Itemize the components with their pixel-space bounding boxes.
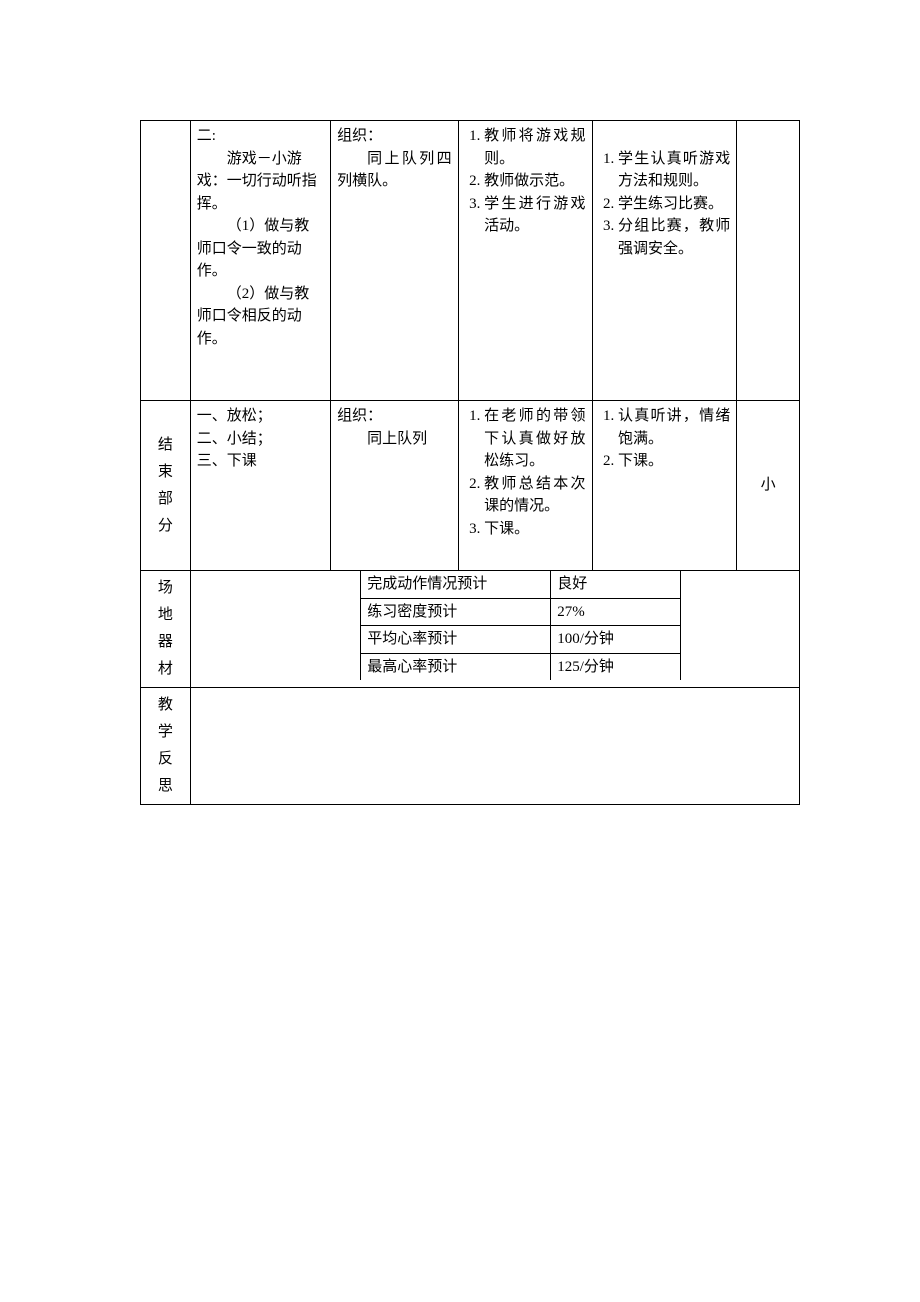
end-student-1: 认真听讲，情绪饱满。 [618, 405, 730, 450]
section-equipment-row: 场地器材 完成动作情况预计 良好 练习密度预计 27% [141, 571, 800, 688]
metric-label-1: 完成动作情况预计 [361, 571, 551, 598]
section-end-last: 小 [737, 401, 800, 571]
section-game-row: 二: 游戏－小游戏：一切行动听指挥。 （1）做与教师口令一致的动作。 （2）做与… [141, 121, 800, 401]
end-line2: 二、小结； [197, 428, 324, 451]
game-line3: （1）做与教师口令一致的动作。 [197, 215, 324, 283]
game-org-line1: 组织： [337, 125, 451, 148]
game-student-1: 学生认真听游戏方法和规则。 [618, 148, 730, 193]
end-student-2: 下课。 [618, 450, 730, 473]
section-equipment-label: 场地器材 [141, 571, 191, 688]
end-teach-1: 在老师的带领下认真做好放松练习。 [484, 405, 585, 473]
game-line2: 游戏－小游戏：一切行动听指挥。 [197, 148, 324, 216]
metric-value-2: 27% [551, 598, 681, 626]
section-equipment-body: 完成动作情况预计 良好 练习密度预计 27% 平均心率预计 100/分钟 最高心… [190, 571, 799, 688]
section-end-student: 认真听讲，情绪饱满。 下课。 [592, 401, 737, 571]
section-end-row: 结束部分 一、放松； 二、小结； 三、下课 组织： 同上队列 在老师的带领下认真… [141, 401, 800, 571]
section-end-teach: 在老师的带领下认真做好放松练习。 教师总结本次课的情况。 下课。 [458, 401, 592, 571]
game-teach-3: 学生进行游戏活动。 [484, 193, 585, 238]
metric-label-4: 最高心率预计 [361, 653, 551, 680]
end-line3: 三、下课 [197, 450, 324, 473]
section-reflect-row: 教学反思 [141, 688, 800, 805]
section-end-org: 组织： 同上队列 [331, 401, 458, 571]
game-line4: （2）做与教师口令相反的动作。 [197, 283, 324, 351]
section-end-content: 一、放松； 二、小结； 三、下课 [190, 401, 330, 571]
metrics-blank-right [681, 571, 799, 680]
section-reflect-body [190, 688, 799, 805]
end-line1: 一、放松； [197, 405, 324, 428]
end-org-line1: 组织： [337, 405, 451, 428]
game-teach-2: 教师做示范。 [484, 170, 585, 193]
game-teach-1: 教师将游戏规则。 [484, 125, 585, 170]
section-game-last [737, 121, 800, 401]
section-game-teach: 教师将游戏规则。 教师做示范。 学生进行游戏活动。 [458, 121, 592, 401]
section-game-org: 组织： 同上队列四列横队。 [331, 121, 458, 401]
section-end-label: 结束部分 [141, 401, 191, 571]
section-game-label [141, 121, 191, 401]
end-teach-3: 下课。 [484, 518, 585, 541]
game-line1: 二: [197, 125, 324, 148]
metric-value-3: 100/分钟 [551, 626, 681, 654]
metric-label-3: 平均心率预计 [361, 626, 551, 654]
section-reflect-label: 教学反思 [141, 688, 191, 805]
metric-label-2: 练习密度预计 [361, 598, 551, 626]
game-org-line2: 同上队列四列横队。 [337, 148, 451, 193]
section-game-content: 二: 游戏－小游戏：一切行动听指挥。 （1）做与教师口令一致的动作。 （2）做与… [190, 121, 330, 401]
game-student-3: 分组比赛，教师强调安全。 [618, 215, 730, 260]
metric-value-1: 良好 [551, 571, 681, 598]
equipment-blank [191, 571, 361, 680]
end-teach-2: 教师总结本次课的情况。 [484, 473, 585, 518]
metric-value-4: 125/分钟 [551, 653, 681, 680]
end-org-line2: 同上队列 [337, 428, 451, 451]
metrics-table: 完成动作情况预计 良好 练习密度预计 27% 平均心率预计 100/分钟 最高心… [191, 571, 799, 680]
metric-row-1: 完成动作情况预计 良好 [191, 571, 799, 598]
game-student-2: 学生练习比赛。 [618, 193, 730, 216]
section-game-student: 学生认真听游戏方法和规则。 学生练习比赛。 分组比赛，教师强调安全。 [592, 121, 737, 401]
lesson-plan-table: 二: 游戏－小游戏：一切行动听指挥。 （1）做与教师口令一致的动作。 （2）做与… [140, 120, 800, 805]
